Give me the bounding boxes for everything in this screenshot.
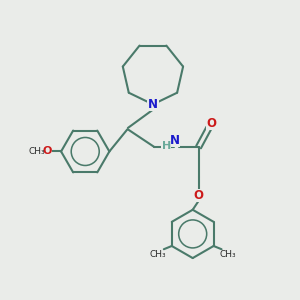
Text: N: N (148, 98, 158, 111)
Text: H: H (162, 141, 171, 151)
Text: CH₃: CH₃ (150, 250, 166, 259)
Text: CH₃: CH₃ (219, 250, 236, 259)
Text: O: O (194, 189, 204, 202)
Text: O: O (206, 117, 216, 130)
Text: O: O (42, 146, 52, 157)
Text: CH₃: CH₃ (28, 147, 45, 156)
Text: N: N (170, 134, 180, 147)
